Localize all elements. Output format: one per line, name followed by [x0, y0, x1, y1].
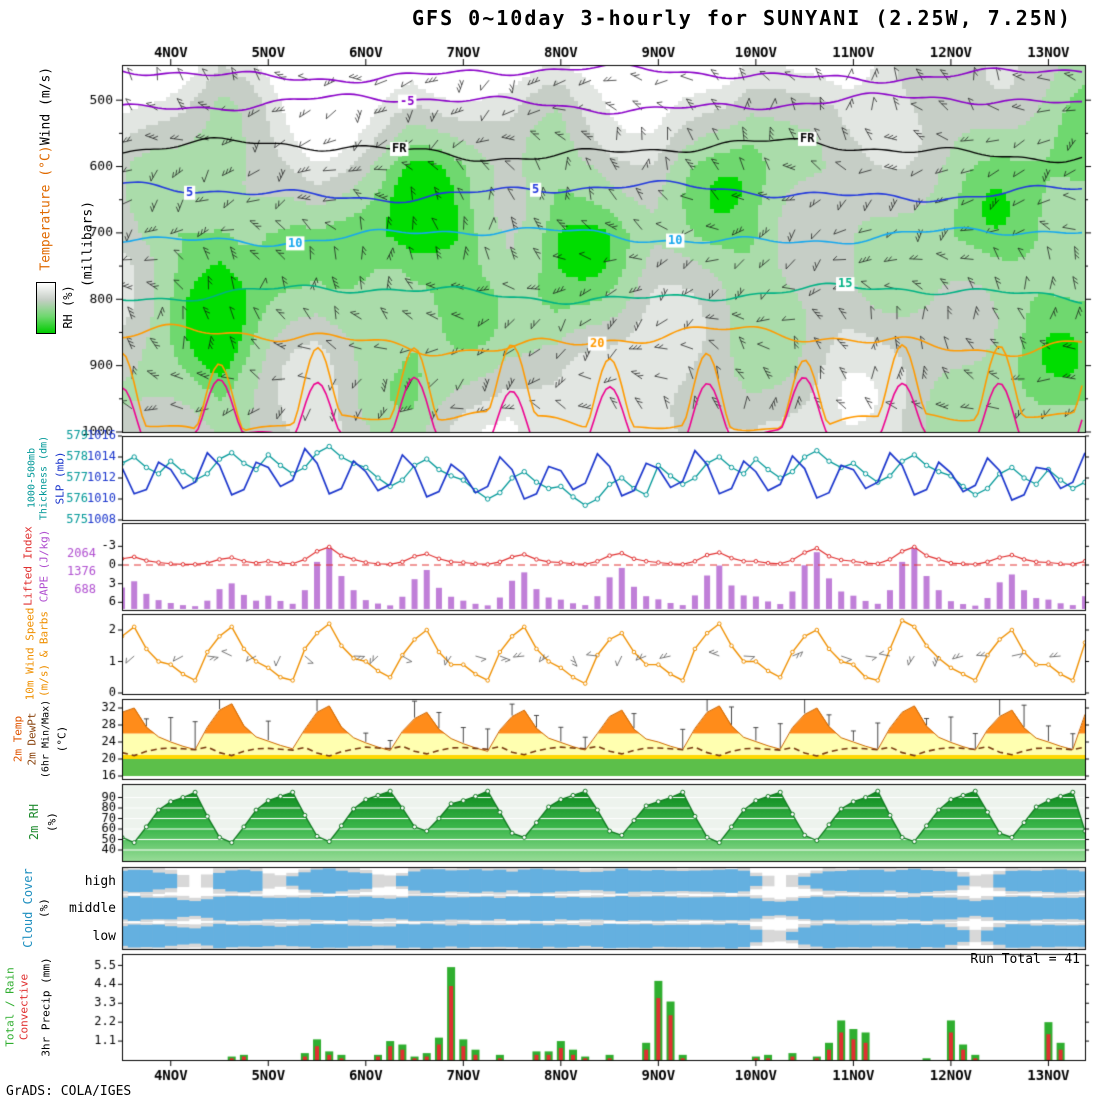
ylabel-2m-temp: 2m Temp [11, 715, 25, 763]
page-title: GFS 0~10day 3-hourly for SUNYANI (2.25W,… [412, 6, 1072, 30]
ylabel-2m-dewpt: 2m DewPt [25, 712, 39, 766]
cloud-row-high: high [84, 874, 116, 889]
ylabel-3hr-precip: 3hr Precip (mm) [39, 957, 53, 1057]
ylabel-wind10m-1: 10m Wind Speed [23, 607, 37, 701]
rh-colorbar-legend [36, 282, 56, 334]
ylabel-minmax: (6hr Min/Max) [40, 699, 52, 779]
ylabel-wind10m-2: (m/s) & Barbs [37, 610, 51, 698]
ylabel-cloud-cover: Cloud Cover [21, 868, 35, 948]
ylabel-2m-rh-units: (%) [45, 812, 59, 832]
ylabel-thickness-1: 1000-500mb [26, 447, 38, 509]
ylabel-temperature: Temperature (°C) [38, 145, 54, 271]
ylabel-wind: Wind (m/s) [38, 66, 54, 146]
ylabel-cape: CAPE (J/kg) [37, 529, 51, 603]
run-total-label: Run Total = 41 [970, 952, 1080, 967]
ylabel-convective: Convective [17, 973, 31, 1041]
ylabel-2m-rh: 2m RH [27, 803, 41, 841]
cloud-row-middle: middle [69, 901, 116, 916]
ylabel-degc: (°C) [55, 725, 69, 753]
cloud-row-low: low [92, 929, 116, 944]
ylabel-lifted-index: Lifted Index [21, 526, 35, 606]
ylabel-slp: SLP (mb) [53, 451, 67, 505]
ylabel-thickness-2: Thickness (dm) [38, 435, 50, 521]
ylabel-total-rain: Total / Rain [3, 967, 17, 1047]
ylabel-millibars: (millibars) [80, 200, 96, 288]
ylabel-cloud-units: (%) [37, 898, 51, 918]
ylabel-rh-shading: RH (%) [61, 285, 75, 329]
grads-credit: GrADS: COLA/IGES [6, 1084, 132, 1099]
